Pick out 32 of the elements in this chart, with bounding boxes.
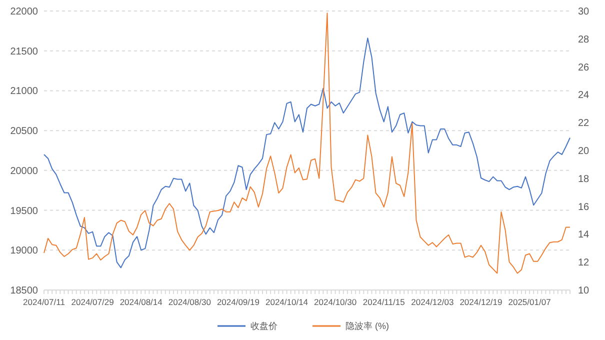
x-tick-label: 2024/10/30 (314, 297, 357, 307)
x-tick-label: 2024/07/29 (71, 297, 114, 307)
x-tick-label: 2024/08/14 (120, 297, 163, 307)
y-tick-label: 18500 (10, 286, 38, 296)
y2-tick-label: 24 (578, 90, 590, 102)
legend-label: 收盘价 (250, 321, 278, 332)
x-tick-label: 2025/01/07 (508, 297, 552, 307)
y2-tick-label: 10 (578, 286, 590, 296)
x-tick-label: 2024/12/19 (460, 297, 503, 307)
y2-tick-label: 12 (578, 258, 590, 269)
y2-tick-label: 16 (578, 202, 590, 213)
x-tick-label: 2024/12/03 (411, 297, 454, 307)
y2-tick-label: 28 (578, 34, 590, 46)
y2-tick-label: 30 (578, 6, 590, 18)
y2-tick-label: 14 (578, 230, 590, 241)
y2-tick-label: 26 (578, 62, 590, 74)
x-tick-label: 2024/09/19 (216, 297, 260, 307)
x-tick-label: 2024/10/14 (265, 297, 308, 307)
y-tick-label: 22000 (10, 6, 38, 18)
y2-tick-label: 20 (578, 146, 590, 157)
y2-tick-label: 18 (578, 174, 590, 185)
y2-tick-label: 22 (578, 118, 590, 130)
y-tick-label: 21000 (10, 86, 38, 98)
y-tick-label: 19500 (10, 206, 38, 217)
x-tick-label: 2024/08/30 (168, 297, 212, 307)
y-tick-label: 21500 (10, 46, 38, 58)
x-tick-label: 2024/07/11 (23, 297, 66, 307)
y-tick-label: 19000 (10, 246, 38, 257)
y-tick-label: 20000 (10, 166, 38, 177)
legend-label: 隐波率 (%) (346, 321, 389, 332)
x-tick-label: 2024/11/15 (362, 297, 406, 307)
y-tick-label: 20500 (10, 126, 38, 138)
